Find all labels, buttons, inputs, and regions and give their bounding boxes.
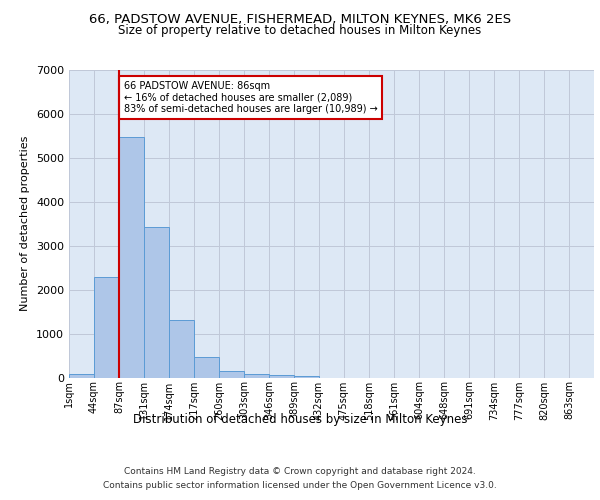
Text: Contains public sector information licensed under the Open Government Licence v3: Contains public sector information licen… bbox=[103, 481, 497, 490]
Y-axis label: Number of detached properties: Number of detached properties bbox=[20, 136, 31, 312]
Bar bbox=[219, 370, 244, 378]
Bar bbox=[169, 320, 194, 378]
Bar bbox=[294, 376, 319, 378]
Bar bbox=[269, 375, 294, 378]
Text: 66 PADSTOW AVENUE: 86sqm
← 16% of detached houses are smaller (2,089)
83% of sem: 66 PADSTOW AVENUE: 86sqm ← 16% of detach… bbox=[124, 81, 377, 114]
Bar bbox=[194, 358, 219, 378]
Bar bbox=[69, 374, 94, 378]
Text: Size of property relative to detached houses in Milton Keynes: Size of property relative to detached ho… bbox=[118, 24, 482, 37]
Text: Distribution of detached houses by size in Milton Keynes: Distribution of detached houses by size … bbox=[133, 412, 467, 426]
Text: 66, PADSTOW AVENUE, FISHERMEAD, MILTON KEYNES, MK6 2ES: 66, PADSTOW AVENUE, FISHERMEAD, MILTON K… bbox=[89, 12, 511, 26]
Text: Contains HM Land Registry data © Crown copyright and database right 2024.: Contains HM Land Registry data © Crown c… bbox=[124, 468, 476, 476]
Bar bbox=[94, 278, 119, 378]
Bar bbox=[144, 227, 169, 378]
Bar bbox=[119, 137, 144, 378]
Bar bbox=[244, 374, 269, 378]
